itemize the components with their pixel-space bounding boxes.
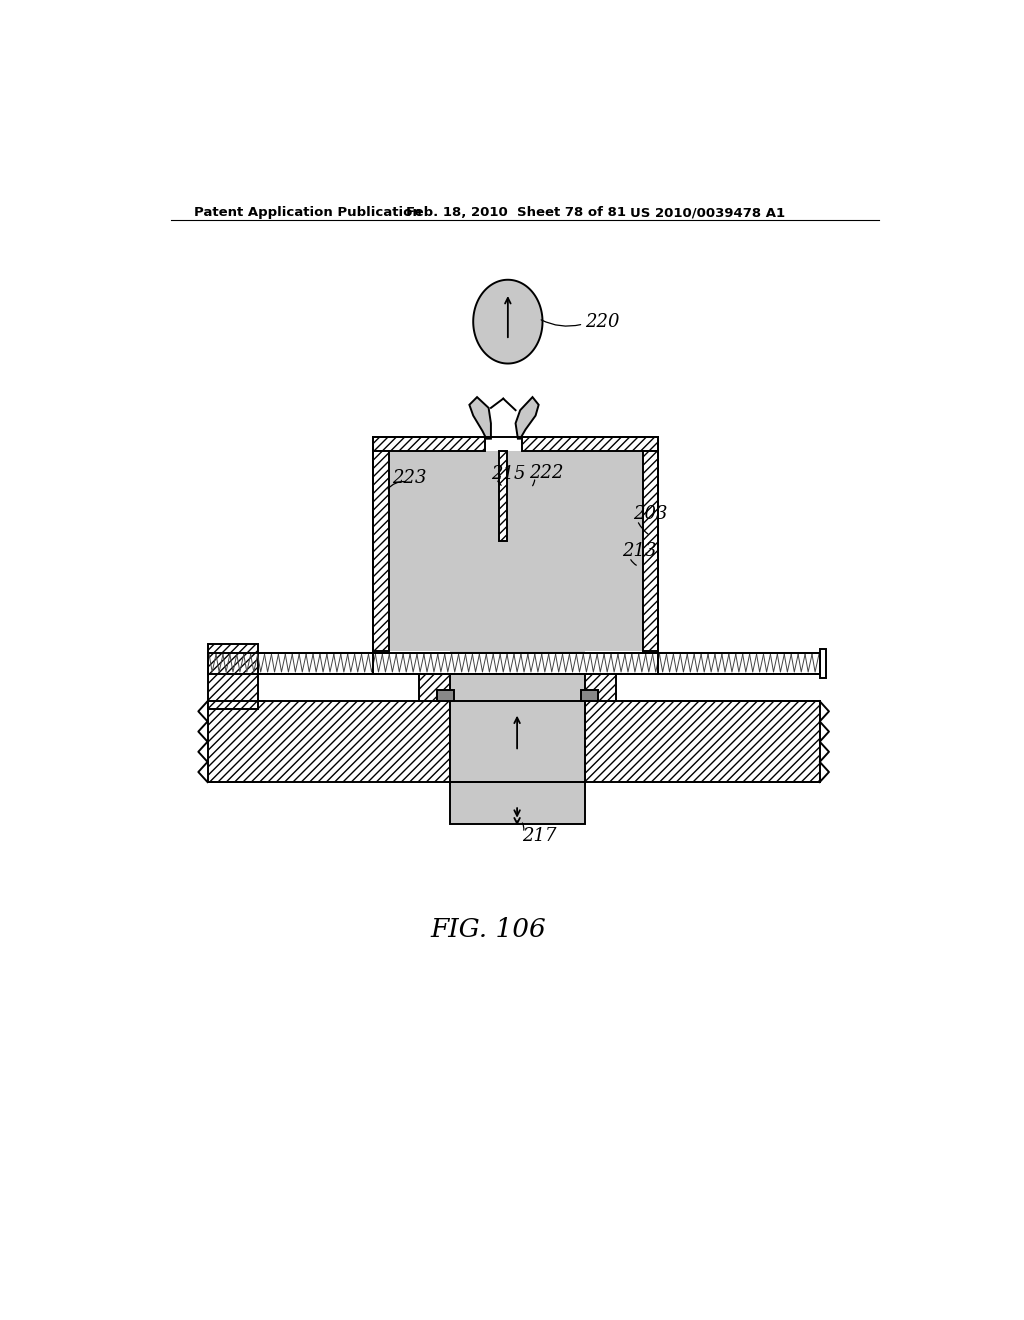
Bar (643, 451, 658, 651)
Text: 215: 215 (490, 465, 525, 483)
Bar (419, 675, 451, 701)
Bar (373, 451, 388, 651)
Bar (373, 437, 658, 675)
Bar (208, 701, 451, 781)
Text: FIG. 106: FIG. 106 (431, 917, 547, 942)
Text: US 2010/0039478 A1: US 2010/0039478 A1 (630, 206, 784, 219)
Text: Patent Application Publication: Patent Application Publication (194, 206, 422, 219)
Bar (373, 437, 484, 451)
Text: 203: 203 (633, 506, 667, 523)
Bar (585, 675, 615, 701)
Polygon shape (473, 280, 543, 363)
Text: 213: 213 (622, 543, 656, 560)
Bar (451, 451, 585, 755)
Text: 220: 220 (585, 313, 620, 330)
Polygon shape (469, 397, 490, 438)
Bar (521, 437, 658, 451)
Bar (437, 689, 454, 701)
Text: 223: 223 (392, 469, 427, 487)
Text: 217: 217 (521, 828, 556, 845)
Bar (581, 689, 598, 701)
Bar (819, 649, 826, 678)
Bar (451, 701, 585, 781)
Polygon shape (515, 397, 539, 438)
Bar (208, 653, 819, 675)
Text: 222: 222 (529, 463, 564, 482)
Bar (388, 451, 643, 651)
Bar (208, 653, 819, 675)
Bar (451, 781, 585, 825)
Bar (585, 701, 819, 781)
Bar (500, 451, 507, 541)
Text: Feb. 18, 2010  Sheet 78 of 81: Feb. 18, 2010 Sheet 78 of 81 (407, 206, 627, 219)
Bar (208, 644, 258, 709)
